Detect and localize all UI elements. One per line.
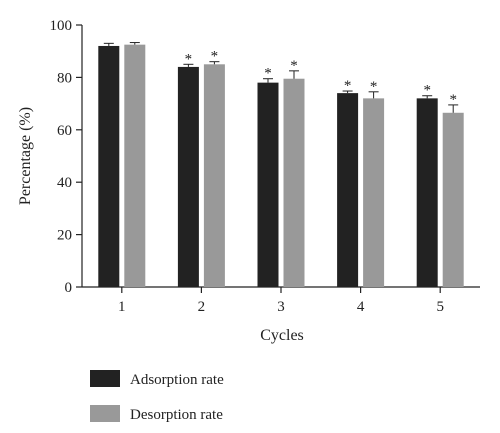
significance-marker: * (211, 49, 219, 65)
legend-label: Adsorption rate (130, 372, 224, 388)
x-tick-label: 1 (118, 299, 126, 315)
bar-desorption (363, 98, 385, 287)
x-tick-label: 5 (436, 299, 444, 315)
y-tick-label: 80 (57, 70, 72, 86)
legend-swatch (90, 370, 120, 387)
bars: * * * * * * * * (98, 42, 464, 288)
bar-adsorption (257, 82, 279, 287)
significance-marker: * (370, 79, 378, 95)
y-tick-label: 100 (50, 18, 73, 34)
significance-marker: * (423, 83, 431, 99)
bar-desorption (203, 64, 225, 287)
significance-marker: * (185, 51, 193, 67)
significance-marker: * (290, 58, 298, 74)
bar-adsorption (416, 98, 438, 287)
y-tick-label: 20 (57, 228, 72, 244)
legend: Adsorption rate Desorption rate (90, 370, 224, 423)
x-tick-label: 4 (357, 299, 365, 315)
y-ticks: 0 20 40 60 80 100 (50, 18, 82, 296)
significance-marker: * (449, 92, 457, 108)
x-axis-title: Cycles (260, 327, 304, 344)
y-tick-label: 60 (57, 123, 72, 139)
y-tick-label: 0 (65, 280, 73, 296)
y-tick-label: 40 (57, 175, 72, 191)
legend-swatch (90, 405, 120, 422)
bar-adsorption (337, 93, 359, 288)
bar-adsorption (98, 45, 120, 288)
bar-desorption (442, 112, 464, 288)
y-axis-title: Percentage (%) (17, 107, 34, 205)
x-tick-label: 2 (198, 299, 206, 315)
bar-desorption (124, 44, 146, 288)
x-ticks: 1 2 3 4 5 (118, 287, 444, 315)
bar-desorption (283, 78, 305, 288)
x-tick-label: 3 (277, 299, 285, 315)
significance-marker: * (264, 66, 272, 82)
significance-marker: * (344, 78, 352, 94)
bar-adsorption (177, 66, 199, 287)
legend-label: Desorption rate (130, 407, 223, 423)
